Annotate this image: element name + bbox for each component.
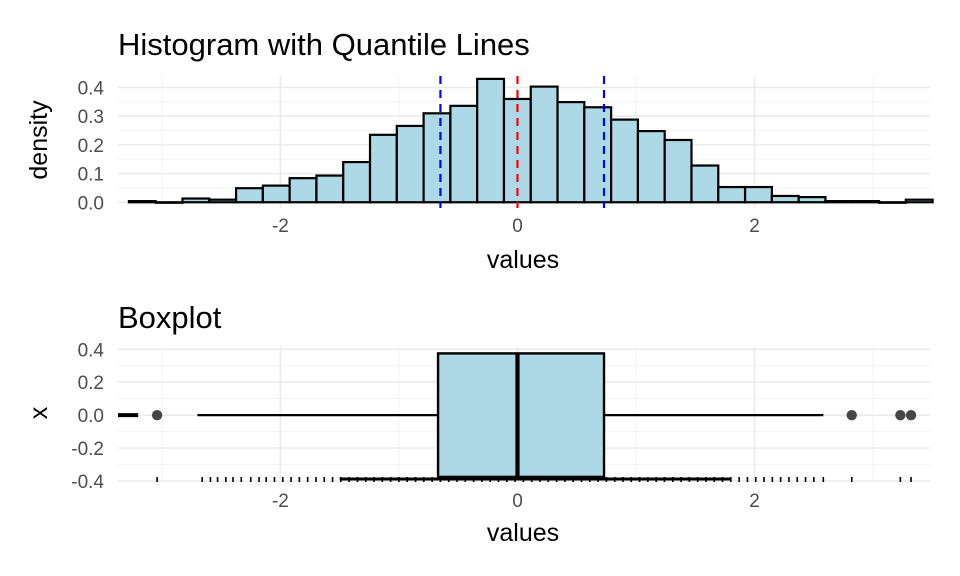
boxplot-title: Boxplot bbox=[118, 300, 222, 335]
outlier-point bbox=[151, 409, 163, 421]
boxplot-x-tick-label: 0 bbox=[512, 491, 523, 512]
boxplot-x-axis-title: values bbox=[487, 519, 559, 547]
histogram-bar bbox=[288, 177, 318, 204]
histogram-bar bbox=[529, 85, 559, 204]
boxplot-y-tick-label: -0.4 bbox=[71, 472, 104, 493]
histogram-bar bbox=[743, 185, 773, 204]
histogram-x-tick-labels: -2 0 2 bbox=[272, 216, 760, 237]
histogram-y-tick-label: 0.1 bbox=[78, 165, 104, 186]
histogram-y-tick-label: 0.4 bbox=[78, 78, 105, 99]
boxplot-x-tick-labels: -2 0 2 bbox=[272, 491, 760, 512]
histogram-bar bbox=[127, 200, 157, 204]
histogram-y-tick-label: 0.2 bbox=[78, 136, 104, 157]
histogram-bar bbox=[583, 106, 613, 204]
histogram-bar bbox=[690, 164, 720, 204]
histogram-bar bbox=[824, 200, 854, 204]
histogram-bar bbox=[610, 118, 640, 204]
histogram-bar bbox=[181, 197, 211, 204]
outlier-point bbox=[895, 409, 906, 421]
histogram-title: Histogram with Quantile Lines bbox=[118, 27, 530, 62]
boxplot-y-tick-label: 0.4 bbox=[78, 340, 105, 361]
interquartile-box bbox=[436, 352, 606, 479]
histogram-bar bbox=[663, 138, 693, 204]
boxplot-y-tick-label: 0.0 bbox=[78, 406, 104, 427]
histogram-x-axis-title: values bbox=[487, 246, 559, 274]
boxplot-x-tick-label: -2 bbox=[272, 491, 289, 512]
boxplot-y-tick-label: 0.2 bbox=[78, 373, 104, 394]
boxplot-x-tick-label: 2 bbox=[749, 491, 760, 512]
histogram-bar bbox=[877, 201, 907, 204]
histogram-bar bbox=[368, 133, 398, 204]
boxplot-box bbox=[118, 352, 917, 479]
boxplot-y-tick-labels: -0.4 -0.2 0.0 0.2 0.4 bbox=[71, 340, 104, 493]
histogram-bar bbox=[154, 201, 184, 204]
histogram-bar bbox=[395, 124, 425, 204]
outlier-point bbox=[846, 409, 857, 421]
histogram-x-tick-label: -2 bbox=[272, 216, 289, 237]
histogram-x-tick-label: 2 bbox=[749, 216, 760, 237]
histogram-bar bbox=[449, 104, 479, 204]
histogram-y-tick-label: 0.0 bbox=[78, 193, 104, 214]
histogram-y-tick-label: 0.3 bbox=[78, 107, 104, 128]
histogram-bar bbox=[261, 184, 291, 204]
boxplot-y-axis-title: x bbox=[25, 406, 53, 419]
quantile-lines bbox=[439, 76, 606, 208]
histogram-bar bbox=[636, 129, 666, 204]
histogram-bar bbox=[208, 198, 238, 204]
histogram-bar bbox=[476, 77, 506, 204]
histogram-y-tick-labels: 0.0 0.1 0.2 0.3 0.4 bbox=[78, 78, 105, 214]
histogram-bar bbox=[717, 185, 747, 204]
histogram-bar bbox=[234, 187, 264, 204]
histogram-bar bbox=[422, 112, 452, 204]
histogram-panel: Histogram with Quantile Lines 0.00.10.20… bbox=[25, 27, 934, 274]
boxplot-y-tick-label: -0.2 bbox=[71, 439, 104, 460]
histogram-bar bbox=[770, 194, 800, 204]
histogram-bar bbox=[342, 160, 372, 204]
histogram-bar bbox=[904, 198, 934, 204]
histogram-bar bbox=[797, 195, 827, 204]
outlier-point bbox=[905, 409, 917, 421]
histogram-y-axis-title: density bbox=[25, 100, 53, 180]
histogram-bars bbox=[127, 77, 934, 204]
histogram-bar bbox=[315, 174, 345, 204]
histogram-bar bbox=[556, 101, 586, 204]
histogram-bar bbox=[851, 200, 881, 204]
histogram-x-tick-label: 0 bbox=[512, 216, 523, 237]
boxplot-panel: Boxplot -0.4 -0.2 0.0 0.2 0.4 -2 0 2 values x bbox=[25, 300, 930, 547]
